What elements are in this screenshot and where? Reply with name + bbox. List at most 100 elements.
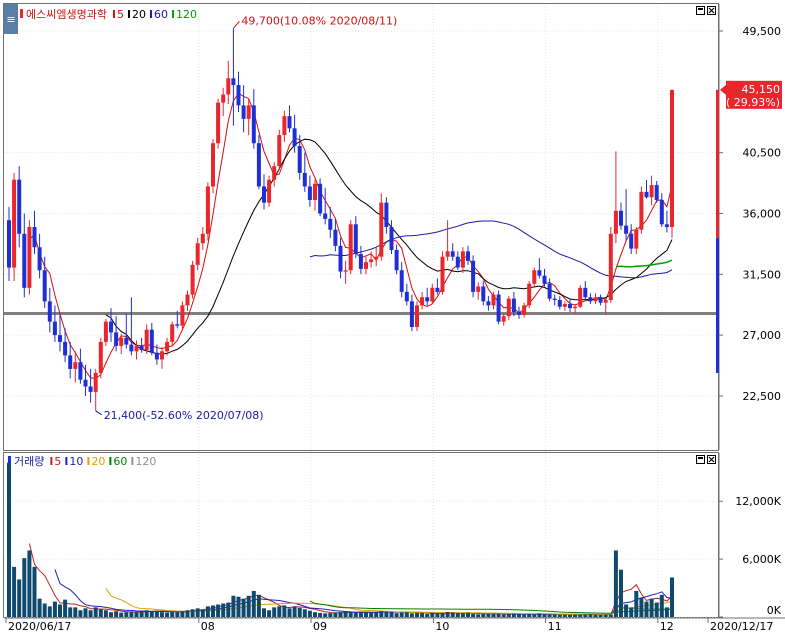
candle: [603, 298, 608, 315]
volume-bar: [649, 598, 654, 617]
volume-bar: [32, 566, 37, 617]
candle-body: [476, 286, 481, 292]
volume-bar: [430, 612, 435, 617]
candle-body: [58, 335, 62, 342]
candle: [598, 294, 603, 306]
price-panel-header: ≡ 에스씨엠생명과학 5 20 60 120: [4, 4, 197, 34]
volume-bar: [440, 613, 445, 617]
volume-legend: 5 10 20 60 120: [50, 455, 156, 468]
volume-bar: [466, 612, 470, 617]
volume-bar: [114, 611, 119, 617]
candle-body: [573, 306, 578, 309]
candle: [63, 328, 68, 363]
volume-bar: [384, 611, 389, 617]
candle-body: [435, 287, 440, 292]
legend-label: 5: [117, 8, 124, 21]
candle: [654, 181, 659, 203]
candle-body: [578, 287, 583, 307]
candle: [379, 193, 384, 261]
candle-body: [119, 337, 124, 346]
candle-body: [583, 287, 588, 298]
candle-body: [328, 218, 333, 230]
volume-bar: [17, 579, 22, 617]
volume-bar: [394, 613, 399, 617]
candle-body: [292, 128, 297, 146]
volume-bar: [246, 595, 251, 617]
volume-bar: [256, 594, 261, 617]
candle: [68, 341, 73, 379]
volume-bar: [664, 607, 669, 617]
candle-body: [313, 183, 317, 200]
candle: [78, 348, 83, 384]
candle-body: [246, 105, 251, 119]
volume-bar: [139, 611, 144, 617]
high-annotation-text: 49,700(10.08% 2020/08/11): [241, 14, 397, 27]
volume-bar: [583, 614, 588, 617]
candle-body: [654, 185, 659, 200]
candle-body: [32, 227, 37, 248]
candle: [83, 364, 88, 396]
volume-bar: [598, 614, 603, 617]
candle: [629, 224, 634, 255]
volume-bar: [119, 612, 124, 617]
volume-bar: [323, 613, 328, 617]
candle: [98, 337, 103, 379]
candle: [139, 337, 144, 353]
volume-bar: [68, 607, 73, 617]
volume-maximize-button[interactable]: [696, 455, 705, 464]
candle-body: [251, 105, 256, 144]
volume-bar: [211, 605, 215, 617]
candle-body: [134, 345, 139, 352]
candle: [358, 245, 363, 275]
volume-bar: [267, 610, 272, 617]
candle-body: [379, 202, 384, 257]
candle-body: [542, 275, 547, 284]
legend-label: 20: [132, 8, 146, 21]
volume-close-button[interactable]: [707, 455, 716, 464]
candle: [649, 175, 654, 206]
candle: [88, 368, 93, 403]
candle-body: [98, 341, 103, 373]
price-axis: 49,500 40,500 36,000 31,500 27,000 22,500: [718, 4, 782, 450]
price-tick-label: 36,000: [743, 207, 782, 220]
price-tick-label: 31,500: [743, 268, 782, 281]
volume-bar: [277, 606, 282, 617]
volume-bar: [639, 597, 644, 617]
candle-body: [267, 179, 272, 203]
candle: [404, 283, 409, 306]
volume-bar: [307, 610, 312, 617]
candle-body: [231, 78, 236, 86]
panel-side-tab[interactable]: [4, 4, 18, 34]
candle: [481, 281, 486, 306]
volume-bar: [348, 611, 353, 617]
candle-body: [205, 186, 210, 234]
candle: [374, 247, 379, 267]
date-tick-label: 2020/06/17: [8, 620, 71, 632]
candle-body: [415, 305, 419, 328]
volume-bar: [619, 569, 623, 617]
maximize-button[interactable]: [696, 6, 705, 15]
volume-bar: [144, 610, 149, 617]
candle: [527, 281, 532, 309]
volume-bar: [185, 610, 190, 617]
volume-bar: [221, 603, 226, 617]
candle-body: [195, 243, 200, 265]
candle: [292, 114, 297, 153]
candle-body: [200, 233, 205, 244]
volume-bar: [109, 612, 113, 617]
current-price-value: 45,150: [742, 83, 781, 96]
volume-bar: [613, 550, 618, 617]
candle: [613, 151, 618, 244]
candle: [608, 227, 613, 303]
volume-bar: [353, 612, 358, 617]
volume-bar: [379, 611, 384, 617]
volume-bar: [389, 611, 394, 617]
candle-body: [180, 305, 185, 326]
maximize-icon: [698, 8, 703, 10]
volume-bar: [486, 613, 491, 617]
close-button[interactable]: [707, 6, 716, 15]
candle: [114, 316, 119, 352]
candle-body: [557, 299, 562, 307]
volume-panel-buttons: [696, 455, 716, 464]
candle: [185, 290, 190, 311]
